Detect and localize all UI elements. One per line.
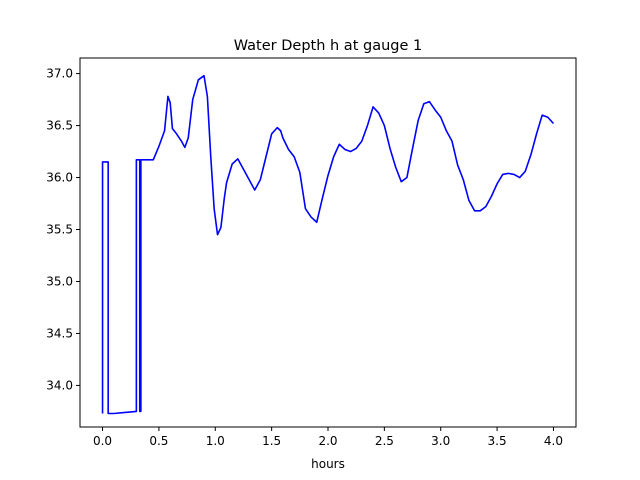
x-tick-label: 4.0 (544, 434, 563, 448)
x-tick-label: 3.5 (488, 434, 507, 448)
x-axis-label: hours (311, 457, 345, 471)
x-tick-label: 3.0 (431, 434, 450, 448)
y-tick-label: 36.5 (46, 119, 73, 133)
y-tick-label: 35.0 (46, 274, 73, 288)
y-tick-label: 34.5 (46, 326, 73, 340)
x-tick-label: 2.5 (375, 434, 394, 448)
x-tick-label: 0.0 (93, 434, 112, 448)
x-tick-label: 1.0 (206, 434, 225, 448)
x-tick-label: 0.5 (149, 434, 168, 448)
y-tick-label: 37.0 (46, 67, 73, 81)
y-tick-label: 35.5 (46, 223, 73, 237)
chart-title: Water Depth h at gauge 1 (234, 38, 422, 54)
y-tick-label: 34.0 (46, 378, 73, 392)
series-line-0 (101, 74, 555, 415)
x-tick-label: 1.5 (262, 434, 281, 448)
x-tick-label: 2.0 (318, 434, 337, 448)
y-axis: 34.0 34.5 35.0 35.5 36.0 36.5 37.0 (46, 67, 80, 392)
x-axis: 0.0 0.5 1.0 1.5 2.0 2.5 3.0 3.5 4.0 (93, 427, 563, 448)
y-tick-label: 36.0 (46, 171, 73, 185)
series-layer (101, 74, 555, 415)
